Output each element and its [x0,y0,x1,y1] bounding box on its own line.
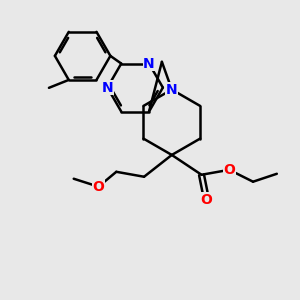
Text: N: N [102,81,113,94]
Text: O: O [223,163,235,177]
Text: N: N [166,82,178,97]
Text: N: N [143,57,155,70]
Text: O: O [92,180,104,194]
Text: O: O [200,193,212,206]
